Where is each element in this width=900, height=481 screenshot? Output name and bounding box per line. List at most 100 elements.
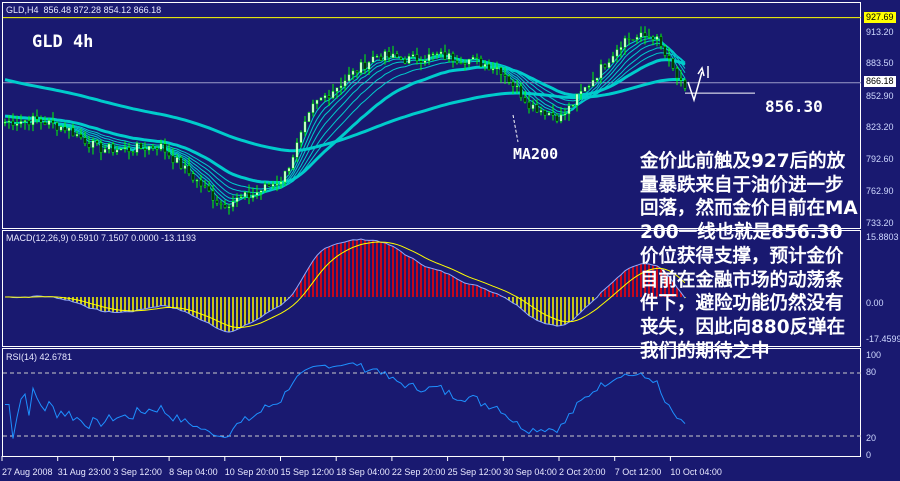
candle-body	[663, 46, 667, 56]
ma200-pointer	[512, 114, 519, 143]
candle-body	[647, 36, 651, 38]
price-axis-label: 913.20	[866, 27, 894, 37]
candle-body	[635, 36, 639, 40]
candle-body	[327, 95, 331, 99]
rsi-line	[5, 362, 686, 439]
candle-body	[155, 147, 159, 150]
candle-body	[323, 95, 327, 99]
candle-body	[311, 103, 315, 113]
candle-body	[167, 151, 171, 157]
candle-body	[395, 53, 399, 58]
candle-body	[19, 121, 23, 125]
candle-body	[307, 112, 311, 122]
candle-body	[231, 201, 235, 208]
candle-body	[291, 157, 295, 169]
ma-line	[4, 52, 686, 190]
candle-body	[227, 206, 231, 209]
candle-body	[159, 143, 163, 150]
high-price-tag: 927.69	[864, 12, 896, 23]
chart-title: GLD 4h	[32, 32, 94, 52]
candle-body	[75, 134, 79, 137]
candle-body	[43, 121, 47, 125]
candle-body	[367, 62, 371, 70]
support-price-label: 856.30	[765, 97, 823, 116]
price-axis-label: 883.50	[866, 58, 894, 68]
candle-body	[171, 155, 175, 163]
candle-body	[407, 55, 411, 64]
candle-body	[555, 114, 559, 122]
candle-body	[39, 118, 43, 123]
macd-line	[4, 238, 686, 333]
candle-body	[31, 115, 35, 126]
candle-body	[203, 185, 207, 188]
candle-body	[23, 120, 27, 122]
candle-body	[671, 58, 675, 69]
x-axis-tick-label: 18 Sep 04:00	[336, 467, 390, 477]
candle-body	[655, 36, 659, 40]
candle-body	[267, 184, 271, 187]
candle-body	[423, 60, 427, 63]
candle-body	[335, 87, 339, 92]
candle-body	[439, 51, 443, 55]
candle-body	[71, 127, 75, 137]
x-axis-tick-label: 25 Sep 12:00	[447, 467, 502, 477]
price-panel	[2, 2, 861, 229]
candle-body	[575, 93, 579, 106]
candle-body	[51, 120, 55, 124]
candle-body	[131, 151, 135, 153]
candle-body	[415, 54, 419, 61]
ma-line	[4, 47, 686, 193]
candle-body	[359, 62, 363, 73]
candle-body	[487, 63, 491, 71]
candle-body	[527, 101, 531, 109]
candle-body	[295, 142, 299, 158]
current-price-tag: 866.18	[864, 76, 896, 87]
candle-body	[63, 126, 67, 131]
candle-body	[499, 67, 503, 75]
candle-body	[619, 47, 623, 50]
candle-body	[683, 79, 687, 89]
x-axis-tick-label: 10 Oct 04:00	[670, 467, 722, 477]
candle-body	[411, 54, 415, 57]
candle-body	[383, 51, 387, 61]
candle-body	[659, 36, 663, 47]
candle-body	[435, 53, 439, 56]
candle-body	[55, 122, 59, 131]
candle-body	[539, 110, 543, 113]
candle-body	[111, 143, 115, 153]
candle-body	[643, 32, 647, 37]
candle-body	[623, 37, 627, 48]
ma-line	[4, 42, 686, 196]
candle-body	[207, 185, 211, 192]
price-axis-label: 762.90	[866, 186, 894, 196]
rsi-axis-label: 100	[866, 350, 882, 360]
candle-body	[519, 85, 523, 98]
candle-body	[99, 142, 103, 153]
candle-body	[627, 37, 631, 40]
candle-body	[591, 80, 595, 87]
x-axis-tick-label: 30 Sep 04:00	[503, 467, 557, 477]
candle-body	[27, 120, 31, 126]
macd-axis-label: 0.00	[866, 298, 884, 308]
candle-body	[347, 74, 351, 82]
candle-body	[455, 60, 459, 64]
candle-body	[279, 181, 283, 185]
x-axis-tick-label: 3 Sep 12:00	[113, 467, 162, 477]
candle-body	[115, 149, 119, 153]
candle-body	[79, 134, 83, 138]
candle-body	[59, 126, 63, 131]
candle-body	[471, 57, 475, 60]
candle-body	[611, 55, 615, 63]
candle-body	[163, 143, 167, 153]
candle-body	[143, 148, 147, 151]
candle-body	[399, 57, 403, 60]
candle-body	[595, 77, 599, 81]
candle-body	[587, 85, 591, 88]
x-axis-tick-label: 15 Sep 12:00	[280, 467, 335, 477]
candle-body	[551, 112, 555, 116]
candle-body	[47, 120, 51, 125]
candle-body	[559, 114, 563, 122]
candle-body	[127, 147, 131, 152]
x-axis-tick-label: 22 Sep 20:00	[391, 467, 446, 477]
candle-body	[667, 55, 671, 59]
